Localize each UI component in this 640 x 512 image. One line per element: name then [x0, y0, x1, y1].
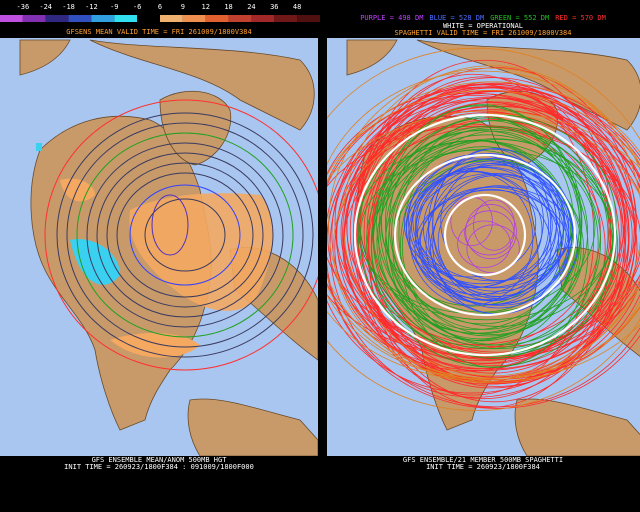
contour-line: [432, 148, 552, 301]
legend-entry: RED = 570 DM: [555, 14, 606, 22]
contour-line: [465, 204, 517, 260]
legend-line2: WHITE = OPERATIONAL: [443, 22, 523, 30]
legend-entry: GREEN = 552 DM: [490, 14, 549, 22]
colorbar-label: 36: [270, 3, 278, 11]
colorbar-swatch: [228, 15, 252, 22]
colorbar-label: 18: [224, 3, 232, 11]
contour-line: [427, 164, 570, 309]
right-footer: INIT TIME = 260923/1800F384: [426, 463, 540, 471]
colorbar-swatch: [297, 15, 320, 22]
legend-entry: PURPLE = 498 DM: [360, 14, 423, 22]
colorbar-swatch: [22, 15, 46, 22]
contour-line: [342, 65, 640, 377]
colorbar-label: -9: [110, 3, 118, 11]
mean-anomaly-map: [0, 38, 318, 456]
left-footer: GFS ENSEMBLE MEAN/ANOM 500MB HGT: [92, 456, 228, 464]
contour-line: [372, 130, 588, 335]
colorbar-label: -12: [85, 3, 98, 11]
colorbar: -36 -24 -18 -12 -9 -6 6 9 12 18 24 36 48: [0, 3, 320, 22]
contour-line: [356, 76, 612, 400]
colorbar-swatch: [182, 15, 206, 22]
contour-line: [388, 127, 599, 359]
legend-line: PURPLE = 498 DM BLUE = 528 DM GREEN = 552 …: [360, 14, 606, 22]
colorbar-label: 6: [158, 3, 162, 11]
operational-contour: [393, 153, 577, 317]
contour-line: [332, 113, 640, 384]
contour-line: [370, 125, 613, 368]
colorbar-label: 48: [293, 3, 301, 11]
colorbar-label: -36: [17, 3, 30, 11]
contour-line: [327, 95, 626, 346]
colorbar-swatch: [137, 15, 160, 22]
contour-line: [327, 82, 640, 409]
colorbar-label: -6: [133, 3, 141, 11]
contour-line: [373, 134, 602, 349]
colorbar-swatch: [160, 15, 183, 22]
colorbar-swatch: [114, 15, 138, 22]
legend-entry: BLUE = 528 DM: [429, 14, 484, 22]
contour-line: [401, 158, 582, 336]
contour-line: [473, 199, 516, 251]
contour-line: [415, 157, 574, 289]
right-header: SPAGHETTI VALID TIME = FRI 261009/1800V3…: [394, 29, 571, 37]
contour-line: [327, 81, 640, 379]
contour-line: [379, 105, 583, 340]
contour-line: [367, 87, 611, 408]
contour-line: [466, 224, 520, 274]
colorbar-swatch: [274, 15, 298, 22]
colorbar-label: -24: [39, 3, 52, 11]
colorbar-label: 9: [181, 3, 185, 11]
spaghetti-map: [327, 38, 640, 456]
contour-line: [352, 73, 595, 396]
contour-line: [363, 97, 630, 367]
left-header: GFSENS MEAN VALID TIME = FRI 261009/1800…: [66, 28, 251, 36]
colorbar-label: 24: [247, 3, 255, 11]
colorbar-swatch: [0, 15, 23, 22]
contour-line: [327, 70, 640, 380]
contour-line: [411, 167, 553, 285]
contour-line: [356, 67, 637, 387]
colorbar-swatch: [68, 15, 92, 22]
colorbar-label: 12: [201, 3, 209, 11]
colorbar-swatch: [91, 15, 115, 22]
contour-line: [440, 162, 557, 282]
contour-line: [327, 110, 640, 382]
contour-line: [464, 210, 515, 256]
operational-contour: [443, 193, 527, 277]
operational-contour: [353, 113, 617, 357]
contour-line: [384, 104, 580, 342]
contour-line: [327, 47, 640, 411]
left-footer: INIT TIME = 260923/1800F384 : 091009/180…: [64, 463, 254, 471]
colorbar-swatch: [45, 15, 69, 22]
contour-line: [327, 90, 640, 381]
contour-line: [418, 186, 579, 306]
contour-line: [335, 109, 640, 361]
contour-line: [406, 171, 543, 289]
contour-line: [414, 189, 570, 305]
contour-line: [349, 97, 626, 364]
colorbar-label: -18: [62, 3, 75, 11]
colorbar-swatch: [205, 15, 229, 22]
right-footer: GFS ENSEMBLE/21 MEMBER 500MB SPAGHETTI: [403, 456, 563, 464]
colorbar-swatch: [251, 15, 275, 22]
